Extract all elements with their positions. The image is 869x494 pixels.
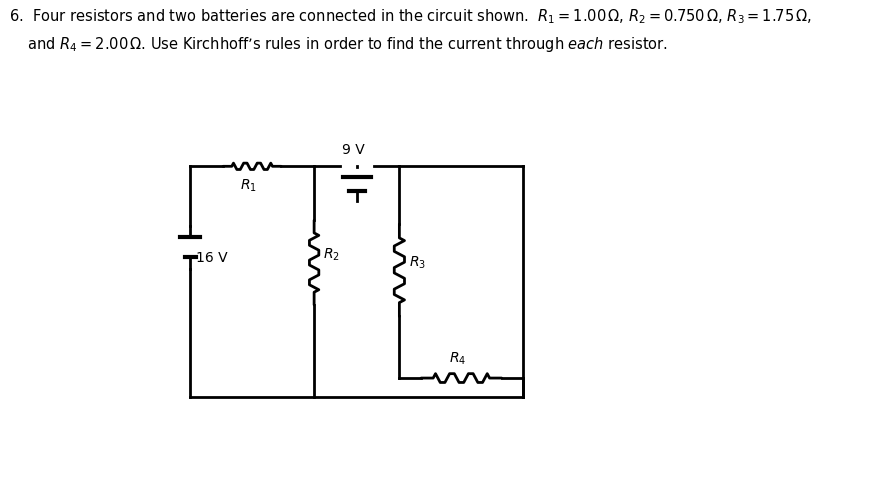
Text: 9 V: 9 V bbox=[342, 143, 364, 157]
Text: $R_3$: $R_3$ bbox=[408, 254, 425, 271]
Text: 6.  Four resistors and two batteries are connected in the circuit shown.  $R_1 =: 6. Four resistors and two batteries are … bbox=[9, 7, 811, 26]
Text: $R_2$: $R_2$ bbox=[323, 247, 340, 263]
Text: and $R_4 = 2.00\,\Omega$. Use Kirchhoff’s rules in order to find the current thr: and $R_4 = 2.00\,\Omega$. Use Kirchhoff’… bbox=[9, 35, 667, 53]
Text: 16 V: 16 V bbox=[196, 251, 227, 265]
Text: $R_4$: $R_4$ bbox=[448, 350, 466, 367]
Text: $R_1$: $R_1$ bbox=[240, 178, 256, 194]
